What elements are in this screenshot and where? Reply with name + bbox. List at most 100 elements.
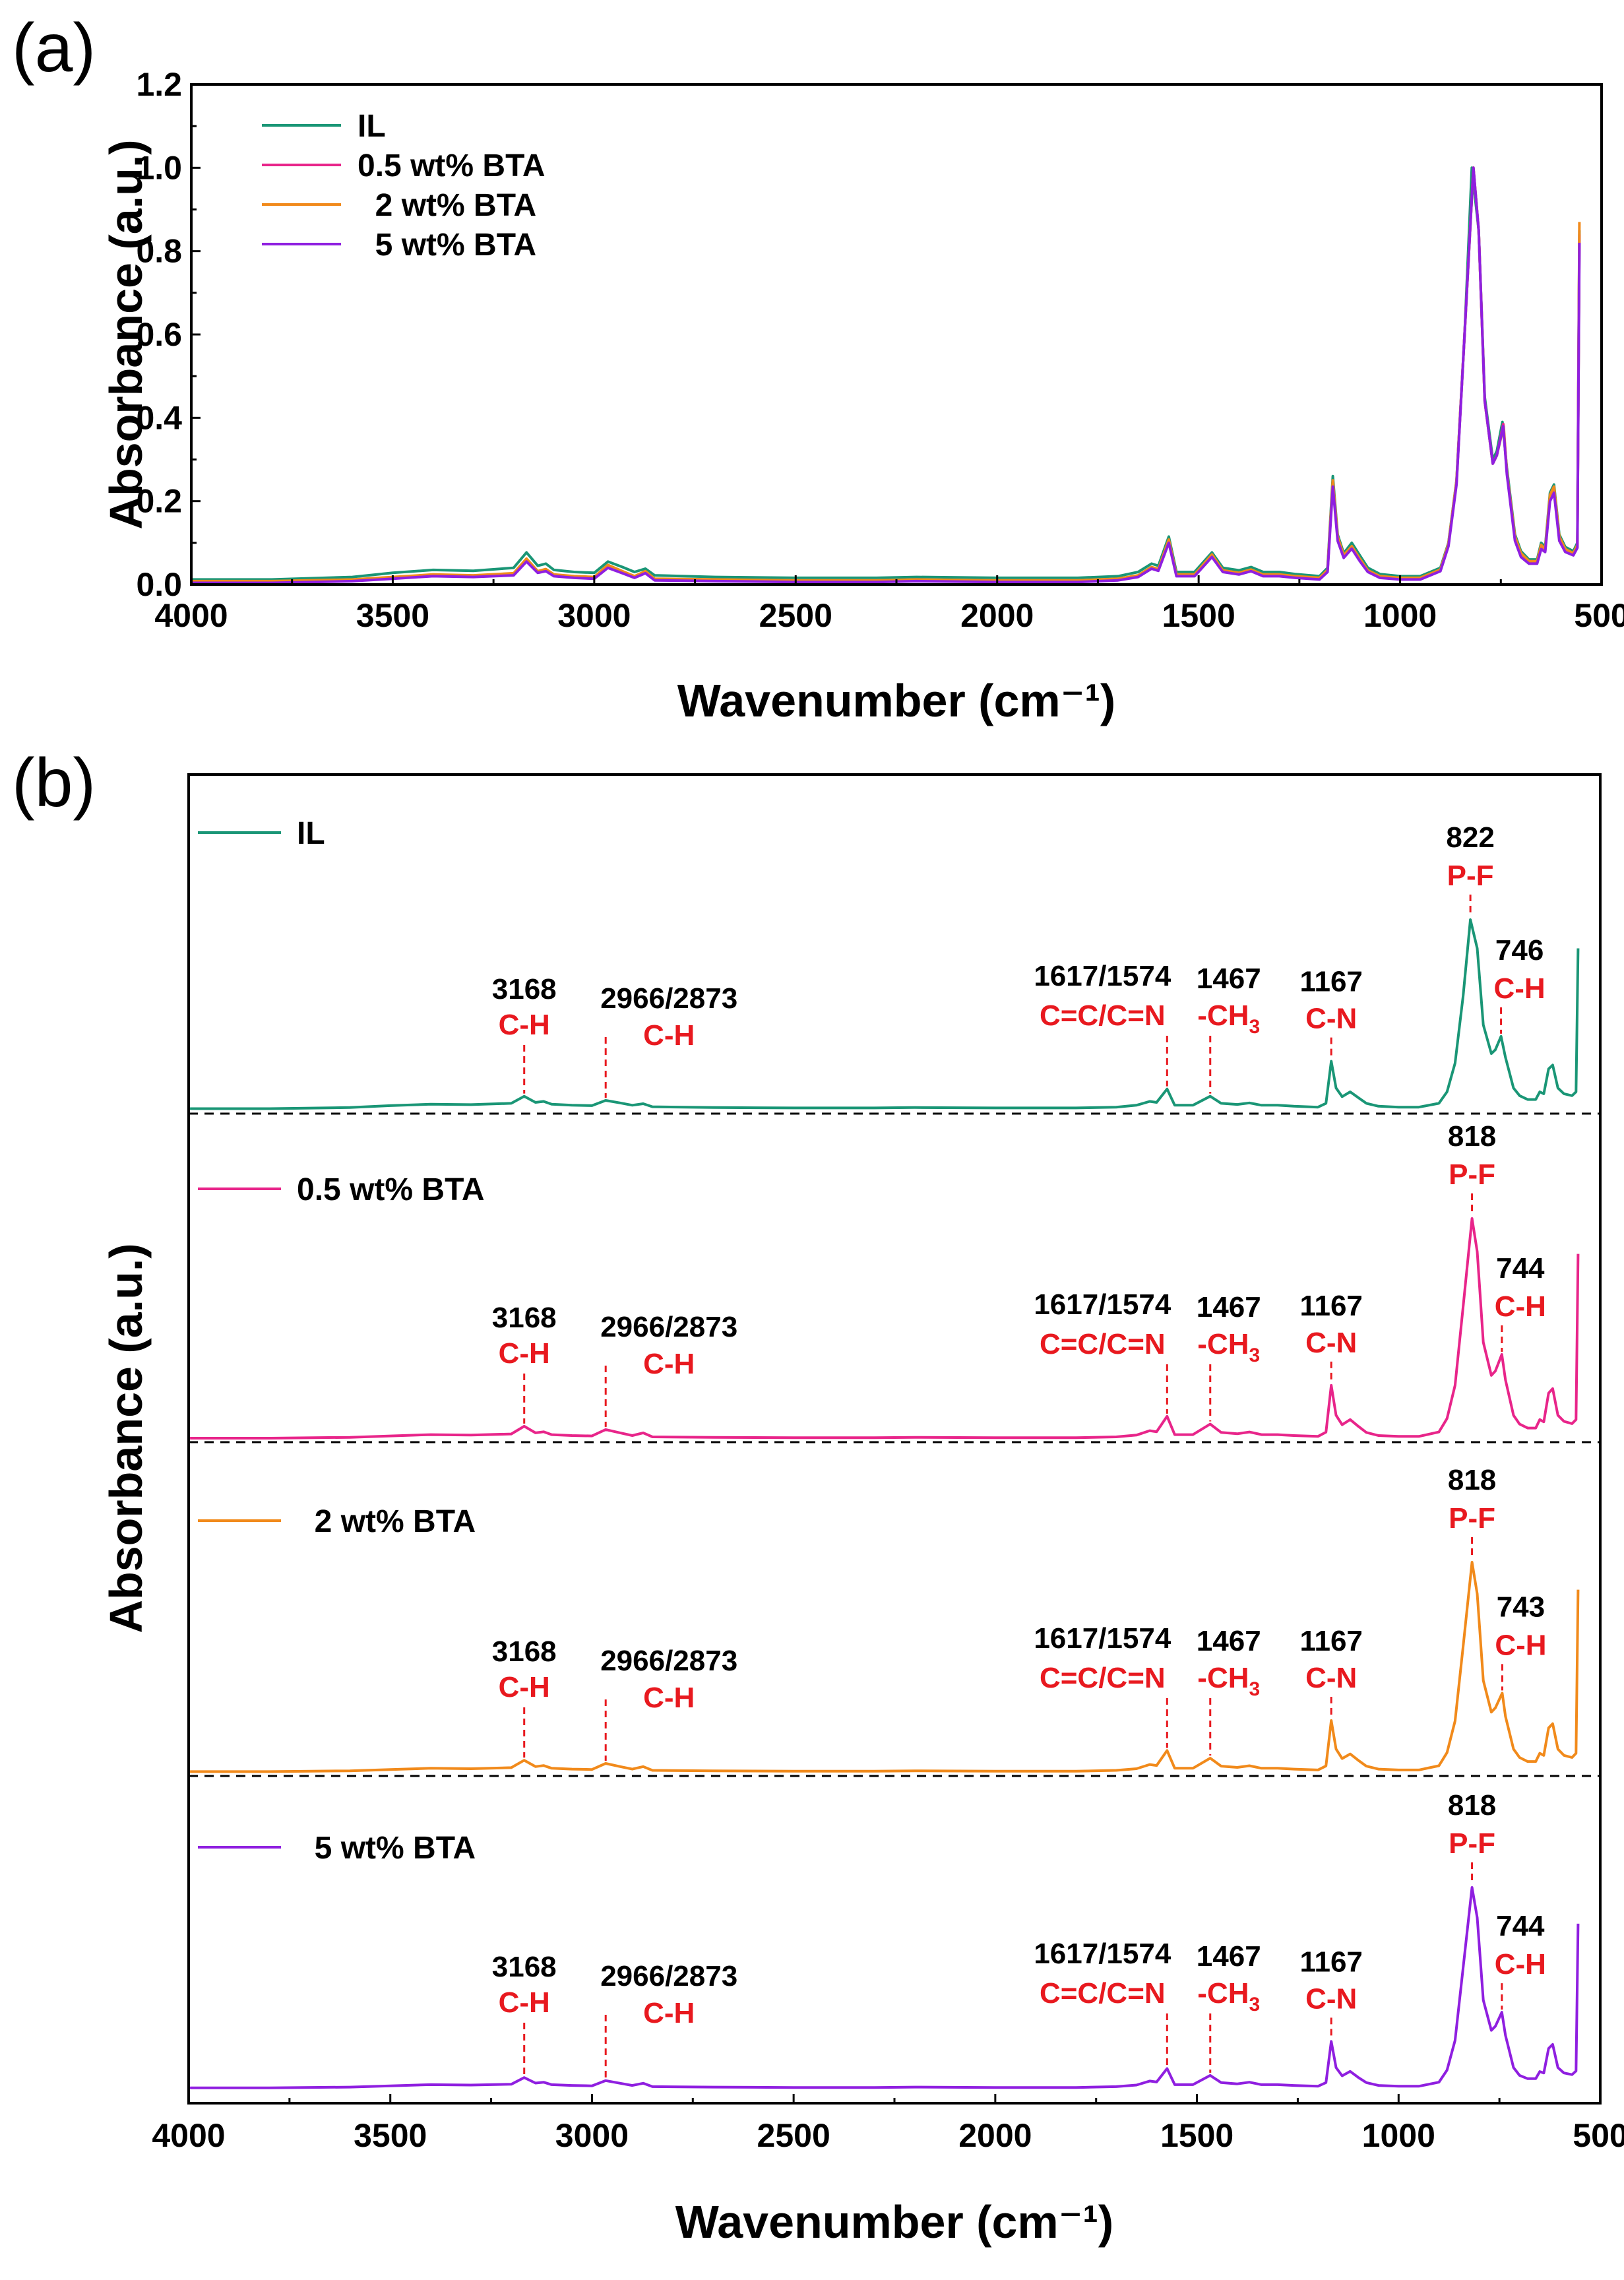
peak-wavenumber-label: 743	[1497, 1591, 1545, 1623]
panel-a-y-tick-label: 0.6	[136, 316, 182, 353]
peak-group-label: C=C/C=N	[1040, 1328, 1166, 1360]
panel-b-spectrum-0	[189, 918, 1580, 1110]
panel-a-letter: (a)	[12, 10, 96, 86]
peak-group-text: -CH	[1197, 1662, 1249, 1694]
panel-b-letter: (b)	[12, 745, 96, 821]
panel-b: (b) IL3168C-H2966/2873C-H1617/1574C=C/C=…	[12, 745, 1624, 2248]
peak-wavenumber-label: 818	[1448, 1789, 1496, 1821]
panel-a-x-tick-label: 500	[1574, 597, 1624, 634]
panel-a-legend: IL 0.5 wt% BTA 2 wt% BTA 5 wt% BTA	[262, 109, 545, 263]
peak-group-label: C-H	[499, 1337, 550, 1370]
panel-b-legend-label: 2 wt% BTA	[297, 1504, 476, 1539]
peak-wavenumber-label: 1167	[1299, 1625, 1362, 1657]
peak-wavenumber-label: 1167	[1299, 966, 1362, 998]
panel-a-y-tick-label: 0.8	[136, 233, 182, 270]
peak-group-text: C=C/C=N	[1040, 999, 1166, 1032]
peak-group-text: C-H	[1495, 1290, 1546, 1323]
peak-wavenumber-label: 2966/2873	[600, 1645, 737, 1677]
panel-a-x-tick-label: 3000	[557, 597, 631, 634]
panel-b-x-tick-label: 4000	[152, 2117, 225, 2154]
panel-b-x-tick-label: 3000	[555, 2117, 629, 2154]
panel-a-x-tick-label: 4000	[154, 597, 228, 634]
panel-b-legend-label: 5 wt% BTA	[297, 1831, 476, 1866]
peak-wavenumber-label: 3168	[492, 1635, 557, 1668]
peak-group-text: C-H	[499, 1671, 550, 1703]
peak-group-text: P-F	[1449, 1158, 1495, 1191]
peak-wavenumber-label: 1467	[1197, 963, 1261, 995]
panel-a-y-tick-label: 0.0	[136, 566, 182, 603]
peak-wavenumber-label: 1617/1574	[1034, 1288, 1171, 1321]
panel-a: (a) 4000 3500 3000 2500 2000 1500 1000 500 0.0 0.…	[12, 10, 1624, 726]
peak-wavenumber-label: 3168	[492, 973, 557, 1005]
peak-wavenumber-label: 2966/2873	[600, 982, 737, 1015]
peak-group-label: C-H	[1495, 1290, 1546, 1323]
peak-group-label: C=C/C=N	[1040, 1662, 1166, 1694]
peak-group-text: C-H	[1495, 1629, 1546, 1661]
peak-wavenumber-label: 744	[1496, 1910, 1545, 1942]
peak-wavenumber-label: 2966/2873	[600, 1960, 737, 1992]
peak-group-text: P-F	[1447, 860, 1494, 892]
peak-group-text: C-N	[1305, 1982, 1357, 2015]
peak-wavenumber-label: 1617/1574	[1034, 1622, 1171, 1655]
peak-group-text: -CH	[1197, 1977, 1249, 2010]
peak-wavenumber-label: 818	[1448, 1120, 1496, 1153]
peak-group-text: C=C/C=N	[1040, 1328, 1166, 1360]
panel-b-x-tick-label: 1000	[1362, 2117, 1435, 2154]
peak-group-text: C-H	[1493, 972, 1545, 1005]
peak-group-label: C-N	[1305, 1327, 1357, 1359]
legend-label: 5 wt% BTA	[358, 228, 536, 263]
peak-group-label: P-F	[1447, 860, 1494, 892]
peak-group-label: -CH3	[1197, 999, 1260, 1038]
peak-group-text: P-F	[1449, 1502, 1495, 1535]
peak-group-label: C-H	[643, 1997, 695, 2029]
peak-group-text: C-N	[1305, 1662, 1357, 1694]
peak-wavenumber-label: 746	[1495, 934, 1544, 966]
peak-group-text: C-H	[643, 1348, 695, 1380]
peak-group-label: C-H	[643, 1682, 695, 1714]
peak-wavenumber-label: 2966/2873	[600, 1311, 737, 1343]
peak-group-label: C-H	[1495, 1948, 1546, 1980]
legend-label: 0.5 wt% BTA	[358, 148, 545, 183]
peak-wavenumber-label: 1467	[1197, 1940, 1261, 1973]
peak-group-label: C-H	[1495, 1629, 1546, 1661]
peak-group-label: C-H	[643, 1019, 695, 1052]
peak-group-subscript: 3	[1249, 1345, 1261, 1366]
panel-a-x-tick-label: 2000	[960, 597, 1034, 634]
peak-group-label: -CH3	[1197, 1977, 1260, 2015]
panel-b-spectrum-2	[189, 1561, 1580, 1773]
panel-b-x-tick-label: 500	[1573, 2117, 1624, 2154]
peak-group-label: C-H	[643, 1348, 695, 1380]
peak-group-label: C-H	[499, 1986, 550, 2019]
peak-wavenumber-label: 3168	[492, 1302, 557, 1334]
peak-wavenumber-label: 1617/1574	[1034, 960, 1171, 992]
peak-wavenumber-label: 1617/1574	[1034, 1938, 1171, 1970]
peak-group-label: -CH3	[1197, 1328, 1260, 1366]
peak-group-text: C-H	[499, 1986, 550, 2019]
peak-group-label: C-N	[1305, 1982, 1357, 2015]
peak-group-text: -CH	[1197, 1328, 1249, 1360]
panel-a-y-axis-title: Absorbance (a.u.)	[100, 139, 152, 529]
panel-a-y-tick-label: 0.4	[136, 399, 182, 436]
peak-group-text: -CH	[1197, 999, 1249, 1032]
panel-a-y-tick-label: 1.2	[136, 66, 182, 103]
panel-a-x-tick-label: 1000	[1363, 597, 1437, 634]
panel-a-x-axis-title: Wavenumber (cm⁻¹)	[677, 675, 1115, 726]
peak-group-text: C-H	[499, 1337, 550, 1370]
panel-b-x-tick-label: 3500	[354, 2117, 427, 2154]
peak-wavenumber-label: 818	[1448, 1464, 1496, 1496]
panel-a-x-tick-label: 3500	[356, 597, 429, 634]
panel-a-y-tick-label: 1.0	[136, 149, 182, 186]
panel-a-x-tick-label: 1500	[1162, 597, 1235, 634]
peak-group-text: C-H	[499, 1009, 550, 1041]
panel-a-y-tick-label: 0.2	[136, 483, 182, 520]
peak-wavenumber-label: 3168	[492, 1951, 557, 1983]
peak-group-text: C=C/C=N	[1040, 1977, 1166, 2010]
peak-group-label: -CH3	[1197, 1662, 1260, 1700]
panel-b-legend-label: IL	[297, 816, 325, 851]
legend-label: 2 wt% BTA	[358, 188, 536, 223]
peak-group-text: C-N	[1305, 1327, 1357, 1359]
peak-group-text: C-H	[643, 1019, 695, 1052]
panel-b-y-axis-title: Absorbance (a.u.)	[100, 1243, 152, 1633]
peak-group-subscript: 3	[1249, 1994, 1261, 2015]
peak-wavenumber-label: 1467	[1197, 1625, 1261, 1657]
